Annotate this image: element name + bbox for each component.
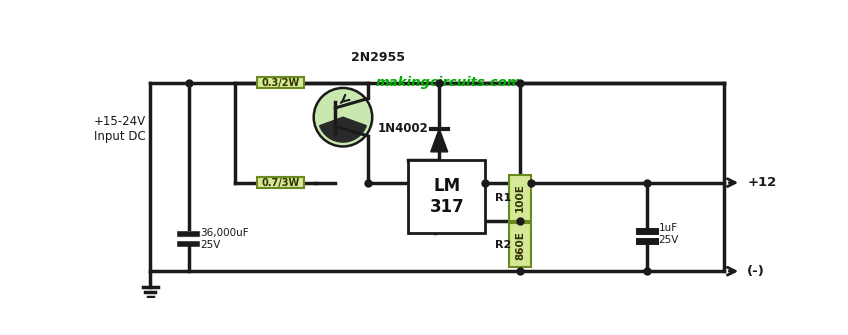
Text: 1N4002: 1N4002 xyxy=(377,122,428,135)
FancyBboxPatch shape xyxy=(257,77,304,88)
FancyBboxPatch shape xyxy=(257,177,304,188)
FancyBboxPatch shape xyxy=(510,223,531,267)
Text: +15-24V
Input DC: +15-24V Input DC xyxy=(94,115,146,143)
Text: 36,000uF
25V: 36,000uF 25V xyxy=(200,228,249,250)
Wedge shape xyxy=(320,117,366,142)
Circle shape xyxy=(314,88,372,146)
Text: R1: R1 xyxy=(495,193,511,203)
FancyBboxPatch shape xyxy=(409,159,485,233)
Text: 2N2955: 2N2955 xyxy=(351,51,404,64)
Text: 1uF
25V: 1uF 25V xyxy=(659,223,679,245)
Text: +12: +12 xyxy=(747,176,777,189)
Text: 0.7/3W: 0.7/3W xyxy=(261,178,299,188)
Text: (-): (-) xyxy=(747,265,765,278)
Text: R2: R2 xyxy=(495,241,511,250)
Text: 0.3/2W: 0.3/2W xyxy=(261,77,299,87)
Text: LM
317: LM 317 xyxy=(430,177,465,215)
Text: makingcircuits.com: makingcircuits.com xyxy=(376,76,521,89)
Text: 100E: 100E xyxy=(515,184,525,212)
FancyBboxPatch shape xyxy=(510,175,531,221)
Polygon shape xyxy=(431,129,448,152)
Text: 860E: 860E xyxy=(515,231,525,260)
